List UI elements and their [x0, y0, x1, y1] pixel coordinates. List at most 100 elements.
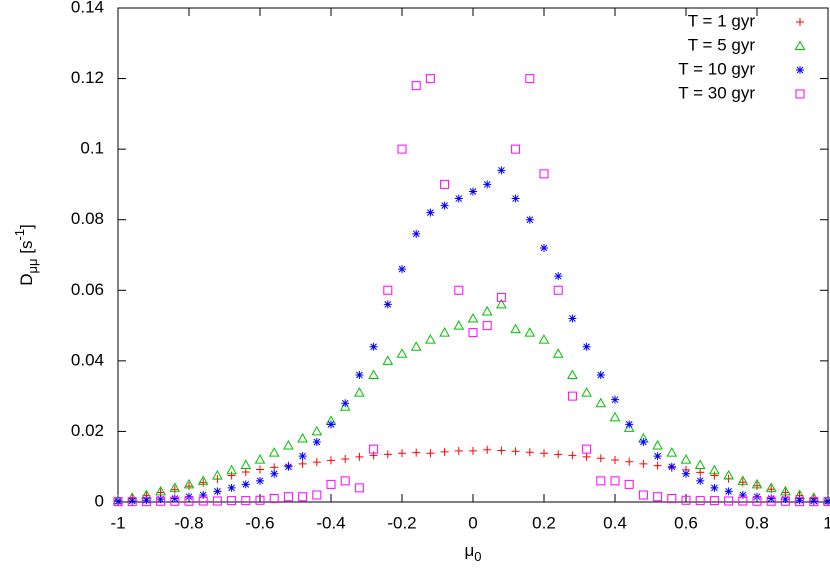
point — [682, 470, 690, 478]
x-tick-label: -0.2 — [387, 513, 416, 532]
point — [370, 343, 378, 351]
point — [398, 145, 406, 153]
y-tick-label: 0.1 — [80, 139, 104, 158]
point — [299, 452, 307, 460]
point — [440, 328, 449, 336]
point — [441, 448, 449, 456]
point — [313, 491, 321, 499]
x-tick-label: 0.8 — [745, 513, 769, 532]
point — [114, 497, 122, 505]
point — [199, 479, 207, 487]
point — [483, 322, 491, 330]
point — [213, 487, 221, 495]
point — [469, 314, 478, 322]
point — [284, 441, 293, 449]
point — [611, 413, 620, 421]
point — [469, 187, 477, 195]
point — [313, 458, 321, 466]
y-tick-label: 0.02 — [71, 421, 104, 440]
point — [469, 447, 477, 455]
point — [526, 448, 534, 456]
point — [583, 343, 591, 351]
x-axis-label: μ0 — [464, 541, 481, 564]
y-tick-label: 0 — [95, 491, 104, 510]
point — [455, 286, 463, 294]
point — [398, 349, 407, 357]
point — [781, 495, 789, 503]
point — [469, 329, 477, 337]
point — [299, 460, 307, 468]
y-tick-label: 0.06 — [71, 280, 104, 299]
x-tick-label: -1 — [110, 513, 125, 532]
point — [540, 335, 549, 343]
point — [270, 448, 279, 456]
point — [725, 487, 733, 495]
point — [653, 441, 662, 449]
legend-marker — [796, 42, 805, 50]
point — [398, 265, 406, 273]
point — [256, 466, 264, 474]
x-tick-label: 0.4 — [603, 513, 627, 532]
point — [654, 452, 662, 460]
point — [654, 462, 662, 470]
point — [625, 458, 633, 466]
x-label-sub: 0 — [474, 549, 481, 564]
point — [654, 493, 662, 501]
point — [313, 438, 321, 446]
point — [270, 470, 278, 478]
point — [171, 494, 179, 502]
point — [312, 427, 321, 435]
point — [525, 328, 534, 336]
point — [228, 472, 236, 480]
y-axis-label: Dμμ [s-1] — [12, 224, 40, 286]
point — [455, 195, 463, 203]
point — [327, 420, 335, 428]
point — [483, 307, 492, 315]
point — [213, 497, 221, 505]
point — [568, 392, 576, 400]
x-tick-label: 0.2 — [532, 513, 556, 532]
point — [596, 399, 605, 407]
point — [554, 272, 562, 280]
point — [554, 450, 562, 458]
point — [355, 484, 363, 492]
point — [384, 300, 392, 308]
legend-label: T = 5 gyr — [688, 35, 756, 54]
point — [710, 472, 718, 480]
point — [157, 495, 165, 503]
point — [341, 477, 349, 485]
point — [412, 449, 420, 457]
point — [398, 449, 406, 457]
point — [668, 463, 676, 471]
point — [228, 497, 236, 505]
point — [426, 75, 434, 83]
point — [355, 453, 363, 461]
point — [412, 82, 420, 90]
point — [639, 438, 647, 446]
point — [583, 445, 591, 453]
y-label-end: ] — [17, 224, 36, 229]
point — [242, 468, 250, 476]
y-tick-label: 0.08 — [71, 209, 104, 228]
point — [582, 388, 591, 396]
point — [185, 493, 193, 501]
point — [710, 484, 718, 492]
point — [597, 454, 605, 462]
point — [639, 460, 647, 468]
x-tick-label: 0.6 — [674, 513, 698, 532]
point — [710, 497, 718, 505]
point — [426, 209, 434, 217]
point — [696, 468, 704, 476]
point — [412, 342, 421, 350]
point — [341, 399, 349, 407]
point — [568, 451, 576, 459]
point — [611, 477, 619, 485]
point — [185, 482, 193, 490]
x-tick-label: -0.8 — [174, 513, 203, 532]
point — [299, 493, 307, 501]
point — [540, 244, 548, 252]
point — [383, 356, 392, 364]
point — [441, 202, 449, 210]
point — [497, 166, 505, 174]
